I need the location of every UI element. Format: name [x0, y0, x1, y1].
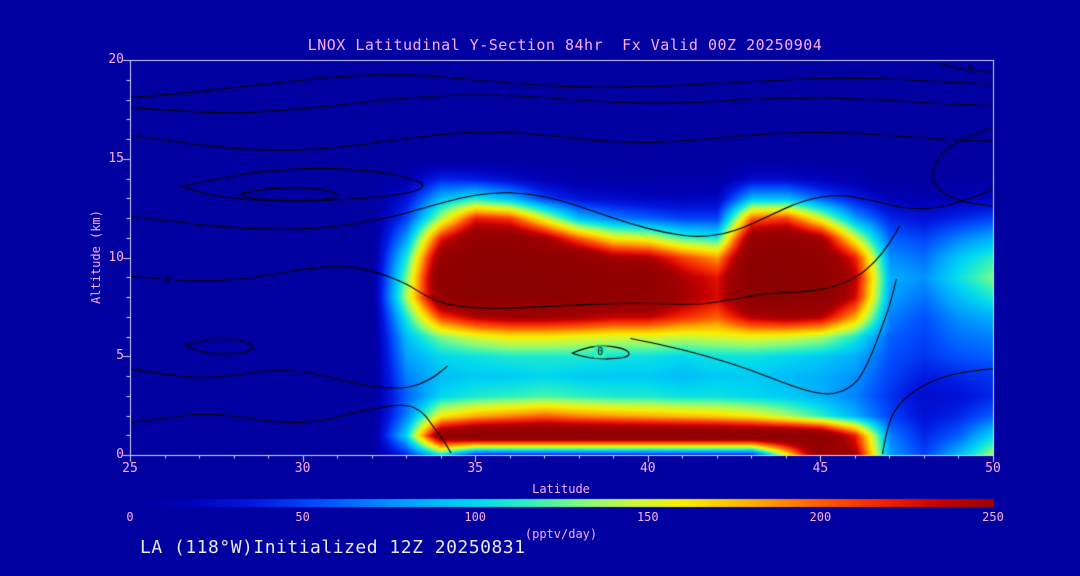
colorbar-units-label: (pptv/day)	[524, 527, 598, 541]
y-tick-label: 5	[116, 348, 124, 364]
x-tick-label: 45	[812, 461, 829, 476]
x-tick-label: 30	[294, 461, 311, 476]
x-tick-label: 25	[122, 461, 138, 476]
x-tick-label: 40	[639, 461, 656, 476]
y-tick-label: 15	[108, 150, 124, 166]
y-axis-label: Altitude (km)	[89, 210, 103, 304]
x-axis-label: Latitude	[532, 482, 590, 496]
y-tick-label: 20	[108, 52, 124, 67]
x-tick-label: 50	[985, 461, 1001, 476]
chart-title: LNOX Latitudinal Y-Section 84hr Fx Valid…	[307, 36, 823, 54]
colorbar-tick-label: 0	[126, 510, 134, 524]
colorbar-tick-label: 50	[295, 510, 310, 524]
footer-init-text: LA (118°W)Initialized 12Z 20250831	[140, 537, 526, 558]
colorbar-tick-label: 150	[636, 510, 659, 524]
colorbar-tick-label: 250	[982, 510, 1004, 524]
colorbar-tick-label: 100	[464, 510, 487, 524]
y-tick-label: 10	[108, 249, 124, 265]
y-tick-label: 0	[116, 447, 124, 462]
x-tick-label: 35	[467, 461, 484, 476]
colorbar-tick-label: 200	[809, 510, 832, 524]
